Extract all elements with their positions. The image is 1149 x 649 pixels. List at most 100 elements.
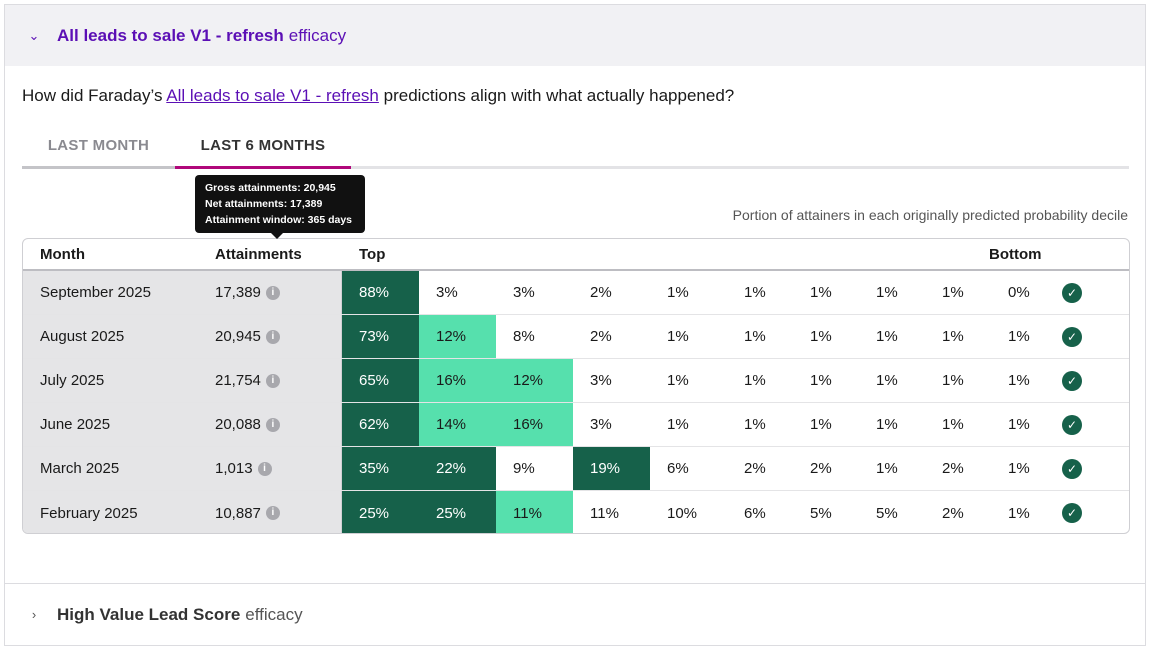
status-cell: ✓	[1057, 447, 1129, 490]
info-icon[interactable]: i	[265, 417, 280, 432]
table-row: August 2025 20,945 i 73% 12% 8% 2% 1% 1% 1% 1% 1% 1…	[23, 315, 1129, 359]
decile-cell: 1%	[1008, 416, 1030, 433]
attainments-value: 21,754	[215, 372, 261, 389]
attainments-value: 20,088	[215, 416, 261, 433]
decile-cell: 2%	[810, 460, 832, 477]
decile-cell: 1%	[876, 372, 898, 389]
decile-cell: 3%	[513, 284, 535, 301]
status-cell: ✓	[1057, 403, 1129, 446]
decile-cell: 14%	[419, 403, 496, 446]
decile-cell: 8%	[513, 328, 535, 345]
decile-cell: 2%	[942, 504, 964, 522]
attainments-value: 10,887	[215, 504, 261, 522]
decile-cell: 3%	[590, 372, 612, 389]
decile-cell: 6%	[667, 460, 689, 477]
decile-cell: 1%	[667, 372, 689, 389]
section-title: High Value Lead Score	[57, 604, 241, 624]
decile-cell: 11%	[590, 504, 619, 522]
info-icon[interactable]: i	[265, 373, 280, 388]
question-text: How did Faraday’s All leads to sale V1 -…	[22, 86, 734, 106]
decile-cell: 2%	[942, 460, 964, 477]
decile-cell: 10%	[667, 504, 698, 522]
decile-cell: 1%	[942, 372, 964, 389]
table-header: Month Attainments Top Bottom	[23, 239, 1129, 271]
tab-last-month[interactable]: LAST MONTH	[22, 133, 175, 169]
section-title: All leads to sale V1 - refresh	[57, 25, 284, 45]
check-circle-icon: ✓	[1062, 458, 1082, 479]
section-title-suffix: efficacy	[245, 604, 303, 624]
decile-cell: 19%	[573, 447, 650, 490]
decile-cell: 12%	[419, 315, 496, 358]
tab-last-6-months[interactable]: LAST 6 MONTHS	[175, 133, 351, 169]
attainments-cell: 20,088 i	[201, 403, 342, 446]
decile-cell: 6%	[744, 504, 766, 522]
attainments-cell: 10,887 i	[201, 491, 342, 533]
decile-cell: 11%	[496, 491, 573, 533]
decile-cell: 5%	[876, 504, 898, 522]
table-row: February 2025 10,887 i 25% 25% 11% 11% 10% 6% 5%…	[23, 491, 1129, 533]
chevron-down-icon: ⌄	[28, 27, 40, 43]
decile-cell: 9%	[513, 460, 535, 477]
decile-cell: 1%	[876, 284, 898, 301]
info-icon[interactable]: i	[265, 506, 280, 520]
decile-cell: 1%	[810, 416, 832, 433]
status-cell: ✓	[1057, 359, 1129, 402]
table-row: September 2025 17,389 i 88% 3% 3% 2% 1% 1% 1% 1% 1…	[23, 271, 1129, 315]
header-month: Month	[40, 245, 85, 263]
month-cell: March 2025	[23, 447, 201, 490]
month-cell: August 2025	[23, 315, 201, 358]
decile-cell: 3%	[436, 284, 458, 301]
decile-cell: 25%	[342, 491, 419, 533]
header-bottom: Bottom	[989, 245, 1042, 263]
decile-cell: 1%	[942, 284, 964, 301]
accordion-header-all-leads[interactable]: ⌄ All leads to sale V1 - refresh efficac…	[5, 5, 1145, 66]
decile-cell: 1%	[667, 416, 689, 433]
decile-cell: 0%	[1008, 284, 1030, 301]
info-icon[interactable]: i	[265, 329, 280, 344]
attainments-value: 20,945	[215, 328, 261, 345]
status-cell: ✓	[1057, 271, 1129, 314]
decile-cell: 1%	[942, 416, 964, 433]
decile-cell: 1%	[810, 328, 832, 345]
decile-cell: 1%	[744, 328, 766, 345]
status-cell: ✓	[1057, 315, 1129, 358]
check-circle-icon: ✓	[1062, 282, 1082, 303]
decile-cell: 22%	[419, 447, 496, 490]
attainments-value: 17,389	[215, 284, 261, 301]
decile-cell: 1%	[876, 328, 898, 345]
tooltip-gross: Gross attainments: 20,945	[205, 182, 336, 194]
decile-cell: 2%	[590, 284, 612, 301]
decile-cell: 1%	[744, 284, 766, 301]
decile-cell: 1%	[667, 328, 689, 345]
decile-cell: 35%	[342, 447, 419, 490]
month-cell: February 2025	[23, 491, 201, 533]
decile-cell: 16%	[419, 359, 496, 402]
table-row: March 2025 1,013 i 35% 22% 9% 19% 6% 2% 2% 1% 2% 1%…	[23, 447, 1129, 491]
info-icon[interactable]: i	[265, 285, 280, 300]
month-cell: September 2025	[23, 271, 201, 314]
decile-cell: 88%	[342, 271, 419, 314]
check-circle-icon: ✓	[1062, 503, 1082, 523]
decile-cell: 1%	[810, 372, 832, 389]
attainments-tooltip: Gross attainments: 20,945 Net attainment…	[195, 175, 365, 239]
efficacy-table: Month Attainments Top Bottom September 2…	[22, 238, 1130, 534]
tabs: LAST MONTH LAST 6 MONTHS	[22, 133, 1129, 169]
question-after: predictions align with what actually hap…	[383, 86, 735, 105]
accordion-header-high-value[interactable]: › High Value Lead Score efficacy	[5, 583, 1145, 645]
info-icon[interactable]: i	[257, 461, 272, 476]
status-cell: ✓	[1057, 491, 1129, 533]
decile-cell: 1%	[876, 460, 898, 477]
section-title-suffix: efficacy	[288, 25, 347, 45]
table-caption: Portion of attainers in each originally …	[732, 207, 1128, 223]
decile-cell: 16%	[496, 403, 573, 446]
tooltip-net: Net attainments: 17,389	[205, 198, 323, 210]
model-link[interactable]: All leads to sale V1 - refresh	[166, 86, 379, 105]
efficacy-panel: ⌄ All leads to sale V1 - refresh efficac…	[4, 4, 1146, 646]
decile-cell: 62%	[342, 403, 419, 446]
decile-cell: 3%	[590, 416, 612, 433]
decile-cell: 1%	[1008, 372, 1030, 389]
month-cell: June 2025	[23, 403, 201, 446]
decile-cell: 12%	[496, 359, 573, 402]
attainments-cell: 21,754 i	[201, 359, 342, 402]
decile-cell: 5%	[810, 504, 832, 522]
